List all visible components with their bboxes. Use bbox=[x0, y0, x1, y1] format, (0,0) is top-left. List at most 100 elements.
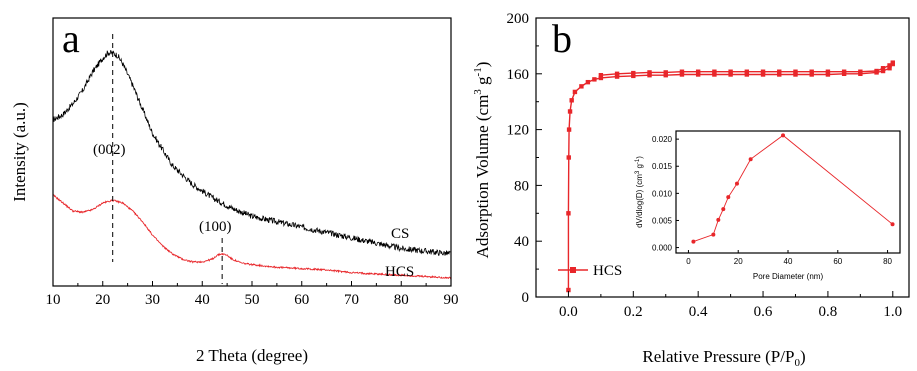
pore-distribution-point bbox=[691, 239, 696, 244]
panel-b-traces bbox=[566, 60, 895, 293]
isotherm-point bbox=[858, 69, 863, 74]
isotherm-point bbox=[647, 72, 652, 78]
x-tick-label: 0.8 bbox=[819, 304, 838, 320]
x-tick-label: 0.4 bbox=[689, 304, 708, 320]
x-tick-label: 20 bbox=[95, 292, 110, 308]
isotherm-point bbox=[679, 72, 685, 77]
isotherm-point bbox=[880, 68, 886, 74]
isotherm-point bbox=[614, 71, 620, 76]
isotherm-point bbox=[793, 72, 798, 77]
panel-a-ticks: 10 20 30 40 50 60 70 80 90 bbox=[46, 281, 459, 308]
isotherm-point bbox=[809, 72, 814, 77]
x-tick-label: 0.0 bbox=[559, 304, 578, 320]
pore-distribution-point bbox=[890, 222, 895, 227]
isotherm-point bbox=[614, 74, 620, 79]
isotherm-point bbox=[631, 73, 636, 79]
inset-chart: 0 20 40 60 80 0.000 0.005 0.010 0.015 0.020 Pore … bbox=[635, 130, 901, 281]
inset-x-tick-label: 40 bbox=[784, 257, 793, 266]
y-tick-label: 200 bbox=[507, 11, 530, 27]
isotherm-point bbox=[566, 127, 572, 132]
inset-x-axis-label: Pore Diameter (nm) bbox=[753, 272, 824, 281]
x-tick-label: 0.6 bbox=[754, 304, 773, 320]
inset-traces bbox=[691, 133, 895, 244]
panel-b-x-axis-label: Relative Pressure (P/P0) bbox=[642, 347, 805, 369]
inset-y-tick-label: 0.020 bbox=[652, 135, 673, 144]
pore-distribution-point bbox=[721, 207, 726, 212]
isotherm-point bbox=[825, 72, 831, 77]
isotherm-point bbox=[695, 72, 701, 77]
series-hcs-line bbox=[52, 194, 452, 280]
inset-x-tick-label: 20 bbox=[734, 257, 743, 266]
y-tick-label: 40 bbox=[514, 234, 529, 250]
panel-a: 10 20 30 40 50 60 70 80 90 a (002) (100) CS HCS … bbox=[10, 16, 459, 365]
y-tick-label: 120 bbox=[507, 123, 530, 139]
x-tick-label: 40 bbox=[195, 292, 210, 308]
inset-background bbox=[676, 131, 900, 253]
isotherm-point bbox=[809, 69, 814, 74]
panel-b-label: b bbox=[552, 16, 572, 61]
isotherm-point bbox=[777, 69, 782, 74]
isotherm-point bbox=[647, 70, 652, 75]
x-tick-label: 30 bbox=[145, 292, 160, 308]
isotherm-point bbox=[880, 66, 886, 71]
isotherm-point bbox=[695, 69, 701, 74]
isotherm-point bbox=[887, 63, 892, 68]
x-tick-label: 90 bbox=[444, 292, 459, 308]
isotherm-point bbox=[631, 70, 636, 76]
inset-x-tick-label: 60 bbox=[833, 257, 842, 266]
panel-a-markers bbox=[112, 34, 223, 284]
panel-a-y-axis-label: Intensity (a.u.) bbox=[10, 102, 29, 202]
isotherm-point bbox=[841, 69, 847, 74]
annotation-002: (002) bbox=[93, 142, 126, 158]
isotherm-point bbox=[567, 109, 573, 114]
pore-distribution-point bbox=[781, 133, 786, 138]
isotherm-point bbox=[679, 69, 685, 74]
inset-ticks: 0 20 40 60 80 0.000 0.005 0.010 0.015 0.020 bbox=[652, 135, 893, 266]
inset-y-axis-label: dV/dlog(D) (cm3 g-1) bbox=[635, 156, 644, 228]
legend-label-hcs: HCS bbox=[593, 263, 622, 279]
isotherm-point bbox=[712, 69, 717, 74]
inset-y-tick-label: 0.015 bbox=[652, 162, 673, 171]
panel-a-x-axis-label: 2 Theta (degree) bbox=[196, 346, 308, 365]
annotation-100: (100) bbox=[199, 219, 232, 235]
panel-a-label: a bbox=[62, 16, 80, 61]
isotherm-point bbox=[777, 72, 782, 77]
isotherm-point bbox=[663, 72, 668, 78]
isotherm-point bbox=[760, 69, 766, 74]
isotherm-point bbox=[874, 68, 879, 74]
isotherm-point bbox=[572, 89, 578, 95]
x-tick-label: 10 bbox=[46, 292, 61, 308]
pore-distribution-point bbox=[711, 232, 716, 237]
isotherm-point bbox=[793, 69, 798, 74]
x-tick-label: 50 bbox=[245, 292, 260, 308]
isotherm-point bbox=[887, 66, 892, 71]
inset-y-tick-label: 0.005 bbox=[652, 216, 673, 225]
isotherm-point bbox=[579, 84, 584, 89]
inset-x-tick-label: 80 bbox=[883, 257, 892, 266]
inset-x-tick-label: 0 bbox=[686, 257, 691, 266]
x-tick-label: 80 bbox=[394, 292, 409, 308]
isotherm-point bbox=[744, 72, 750, 77]
panel-b-y-axis-label: Adsorption Volume (cm3 g-1) bbox=[472, 62, 492, 259]
legend: HCS bbox=[558, 263, 622, 279]
inset-y-tick-label: 0.010 bbox=[652, 189, 673, 198]
y-tick-label: 0 bbox=[522, 290, 530, 306]
isotherm-point bbox=[760, 72, 766, 77]
isotherm-point bbox=[569, 98, 574, 103]
panel-a-traces bbox=[52, 50, 452, 280]
x-tick-label: 60 bbox=[294, 292, 309, 308]
isotherm-point bbox=[825, 69, 831, 74]
isotherm-point bbox=[566, 155, 571, 160]
isotherm-point bbox=[890, 60, 895, 65]
isotherm-point bbox=[592, 77, 597, 82]
isotherm-point bbox=[744, 69, 750, 74]
y-tick-label: 80 bbox=[514, 178, 529, 194]
pore-distribution-point bbox=[748, 157, 753, 162]
pore-distribution-point bbox=[716, 217, 721, 222]
pore-distribution-point bbox=[734, 181, 739, 186]
isotherm-point bbox=[728, 72, 733, 77]
y-tick-label: 160 bbox=[507, 67, 530, 83]
